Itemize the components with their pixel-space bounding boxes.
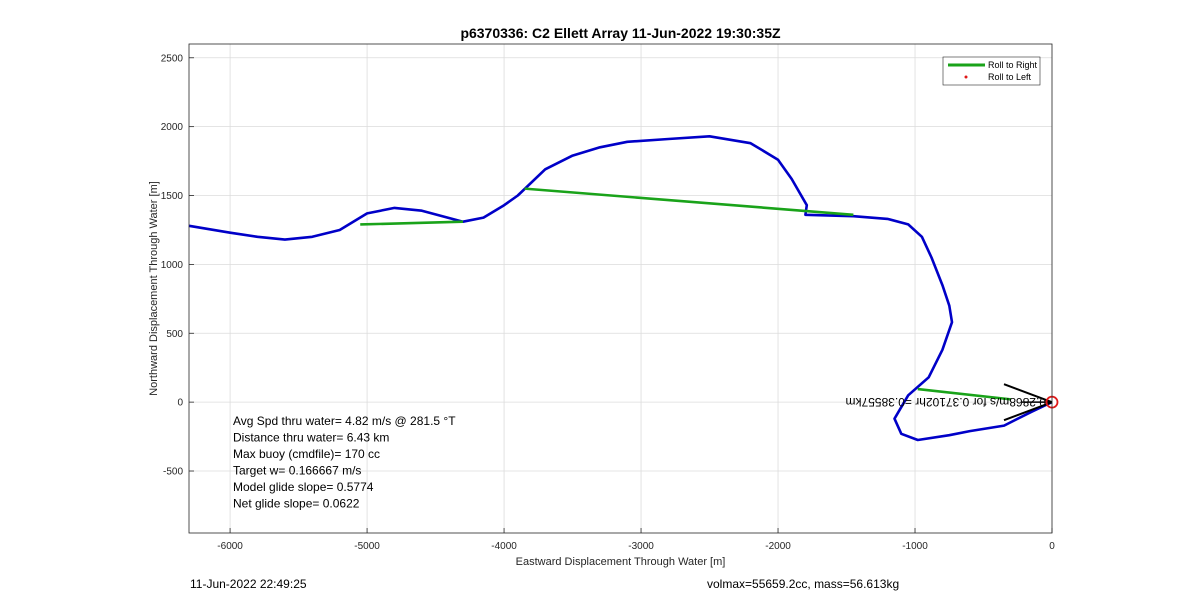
roll-right-segment [917,387,1012,401]
stats-line: Net glide slope= 0.0622 [233,497,360,511]
y-tick-label: -500 [163,467,183,478]
x-tick-label: -5000 [354,541,380,552]
legend-box [942,56,1041,86]
x-axis-ticks: -6000 -5000 -4000 -3000 -2000 -1000 0 [217,528,1055,552]
series-layer [188,135,1053,442]
current-vector-label: 0.2868m/s for 0.37102hr =0.38557km [846,395,1046,409]
x-tick-label: -2000 [765,541,791,552]
x-axis-label: Eastward Displacement Through Water [m] [516,556,726,568]
stats-line: Distance thru water= 6.43 km [233,431,389,445]
y-tick-label: 1500 [161,191,184,202]
final-point-layer: 0.2868m/s for 0.37102hr =0.38557km [846,383,1059,422]
grid [189,44,1053,533]
y-tick-label: 500 [166,329,183,340]
roll-right-segment [524,187,854,217]
legend-roll-left-swatch [964,75,968,79]
x-tick-label: -1000 [902,541,928,552]
footer-timestamp: 11-Jun-2022 22:49:25 [190,577,307,591]
current-arrow-head-lower [1003,401,1053,422]
y-axis-ticks: -500 0 500 1000 1500 2000 2500 [161,53,194,478]
x-tick-label: -3000 [628,541,654,552]
plot-area [189,44,1052,533]
track-line [188,135,1053,442]
y-tick-label: 1000 [161,260,184,271]
x-tick-label: -6000 [217,541,243,552]
legend-roll-left-label: Roll to Left [988,72,1032,82]
roll-right-layer [360,187,1012,401]
y-axis-label: Northward Displacement Through Water [m] [148,181,160,396]
y-tick-label: 2000 [161,122,184,133]
stats-line: Avg Spd thru water= 4.82 m/s @ 281.5 °T [233,414,456,428]
stats-line: Max buoy (cmdfile)= 170 cc [233,447,380,461]
plot-frame [188,43,1053,534]
y-tick-label: 2500 [161,53,184,64]
legend-roll-right-label: Roll to Right [988,60,1038,70]
y-tick-label: 0 [177,398,183,409]
stats-annotations: Avg Spd thru water= 4.82 m/s @ 281.5 °T D… [233,414,456,511]
current-arrow-head-upper [1003,383,1053,404]
footer-mass-info: volmax=55659.2cc, mass=56.613kg [707,577,900,591]
x-tick-label: -4000 [491,541,517,552]
stats-line: Target w= 0.166667 m/s [233,464,361,478]
roll-right-segment [360,220,464,226]
legend: Roll to Right Roll to Left [942,56,1041,86]
x-tick-label: 0 [1049,541,1055,552]
chart-title: p6370336: C2 Ellett Array 11-Jun-2022 19… [460,25,781,41]
stats-line: Model glide slope= 0.5774 [233,480,374,494]
